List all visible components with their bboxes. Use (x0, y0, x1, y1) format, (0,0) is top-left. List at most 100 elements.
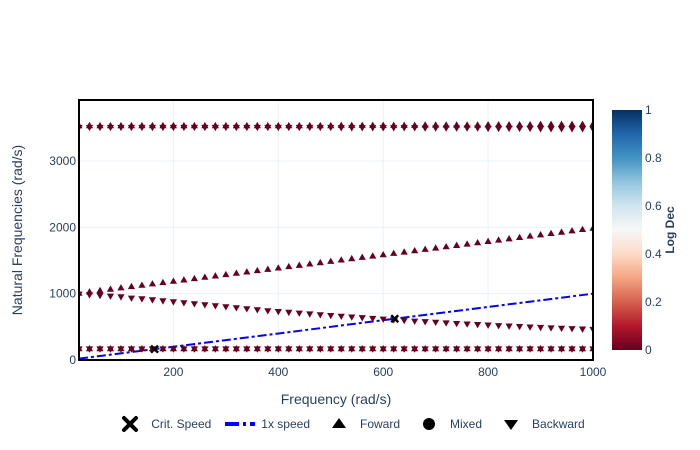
point-backward (557, 126, 566, 133)
point-foward (274, 264, 282, 271)
point-foward (557, 120, 566, 127)
point-foward (190, 121, 198, 129)
legend-item-1x-speed[interactable]: 1x speed (225, 414, 310, 434)
y-tick-label: 2000 (49, 220, 76, 234)
point-foward (484, 120, 492, 128)
point-backward (411, 318, 419, 325)
point-foward (578, 344, 587, 352)
point-foward (348, 344, 356, 352)
circle-icon (414, 414, 444, 434)
point-foward (390, 344, 398, 352)
point-foward (369, 344, 377, 352)
point-foward (369, 252, 377, 259)
point-backward (316, 312, 324, 319)
point-foward (474, 121, 482, 128)
point-backward (201, 302, 209, 309)
point-foward (169, 121, 178, 129)
point-backward (400, 317, 408, 325)
legend-label: Mixed (450, 417, 483, 431)
legend-item-foward[interactable]: Foward (324, 414, 400, 434)
point-foward (117, 344, 125, 352)
point-foward (432, 121, 440, 128)
point-backward (106, 293, 115, 300)
point-foward (526, 120, 534, 128)
point-foward (432, 244, 440, 251)
point-foward (222, 270, 230, 278)
point-foward (222, 344, 230, 352)
point-backward (453, 320, 461, 328)
point-foward (96, 121, 104, 129)
legend-item-mixed[interactable]: Mixed (414, 414, 482, 434)
point-foward (295, 344, 303, 352)
point-foward (306, 344, 314, 352)
point-foward (96, 344, 104, 352)
point-backward (148, 297, 157, 304)
y-axis-title: Natural Frequencies (rad/s) (9, 145, 25, 315)
point-foward (96, 286, 104, 294)
point-backward (526, 324, 534, 331)
point-backward (421, 319, 429, 326)
point-foward (463, 240, 471, 247)
point-foward (264, 265, 272, 272)
point-foward (400, 344, 408, 352)
point-foward (505, 344, 513, 352)
triangle-down-icon (496, 414, 526, 434)
legend-label: Crit. Speed (151, 417, 212, 431)
point-foward (117, 284, 125, 291)
point-foward (211, 121, 219, 129)
point-backward (264, 308, 272, 315)
point-backward (484, 322, 492, 329)
point-foward (337, 344, 345, 352)
point-foward (232, 121, 240, 129)
colorbar-tick-label: 1 (645, 103, 652, 117)
point-backward (578, 126, 587, 133)
point-foward (201, 121, 209, 129)
point-backward (222, 304, 230, 311)
point-backward (442, 320, 450, 327)
point-backward (557, 325, 566, 333)
point-backward (243, 306, 251, 313)
x-tick-label: 600 (373, 365, 393, 379)
colorbar-tick-label: 0.8 (645, 151, 662, 165)
legend: Crit. Speed 1x speed Foward Mixed Backwa… (0, 412, 700, 436)
point-foward (190, 344, 198, 352)
point-foward (505, 120, 513, 128)
point-foward (211, 272, 219, 279)
point-backward (505, 125, 513, 133)
point-foward (411, 246, 419, 254)
point-foward (536, 344, 545, 352)
point-foward (222, 121, 230, 129)
point-foward (106, 121, 115, 129)
legend-item-backward[interactable]: Backward (496, 414, 585, 434)
point-backward (494, 323, 503, 330)
point-backward (568, 126, 576, 133)
legend-label: 1x speed (261, 417, 310, 431)
point-foward (526, 232, 534, 239)
campbell-diagram: 200 400 600 800 1000 0 1000 2000 3000 Frequency (… (9, 99, 677, 407)
point-foward (138, 281, 146, 288)
point-foward (264, 344, 272, 352)
point-foward (379, 121, 387, 128)
point-backward (536, 324, 545, 332)
point-foward (515, 233, 524, 240)
point-foward (463, 344, 471, 352)
colorbar-tick-label: 0.4 (645, 247, 662, 261)
legend-item-crit-speed[interactable]: Crit. Speed (115, 414, 211, 434)
critical-speed-point (150, 344, 159, 354)
point-foward (274, 344, 282, 352)
point-foward (159, 121, 167, 129)
point-foward (474, 344, 482, 352)
point-foward (180, 121, 188, 129)
point-foward (432, 344, 440, 352)
point-backward (515, 125, 524, 133)
point-foward (327, 344, 335, 352)
point-foward (159, 344, 167, 352)
point-foward (85, 121, 94, 129)
triangle-up-icon (324, 414, 354, 434)
point-backward (253, 307, 261, 314)
point-foward (127, 121, 136, 129)
point-foward (337, 121, 345, 128)
point-foward (327, 121, 335, 129)
point-foward (85, 344, 94, 352)
point-foward (515, 344, 524, 352)
